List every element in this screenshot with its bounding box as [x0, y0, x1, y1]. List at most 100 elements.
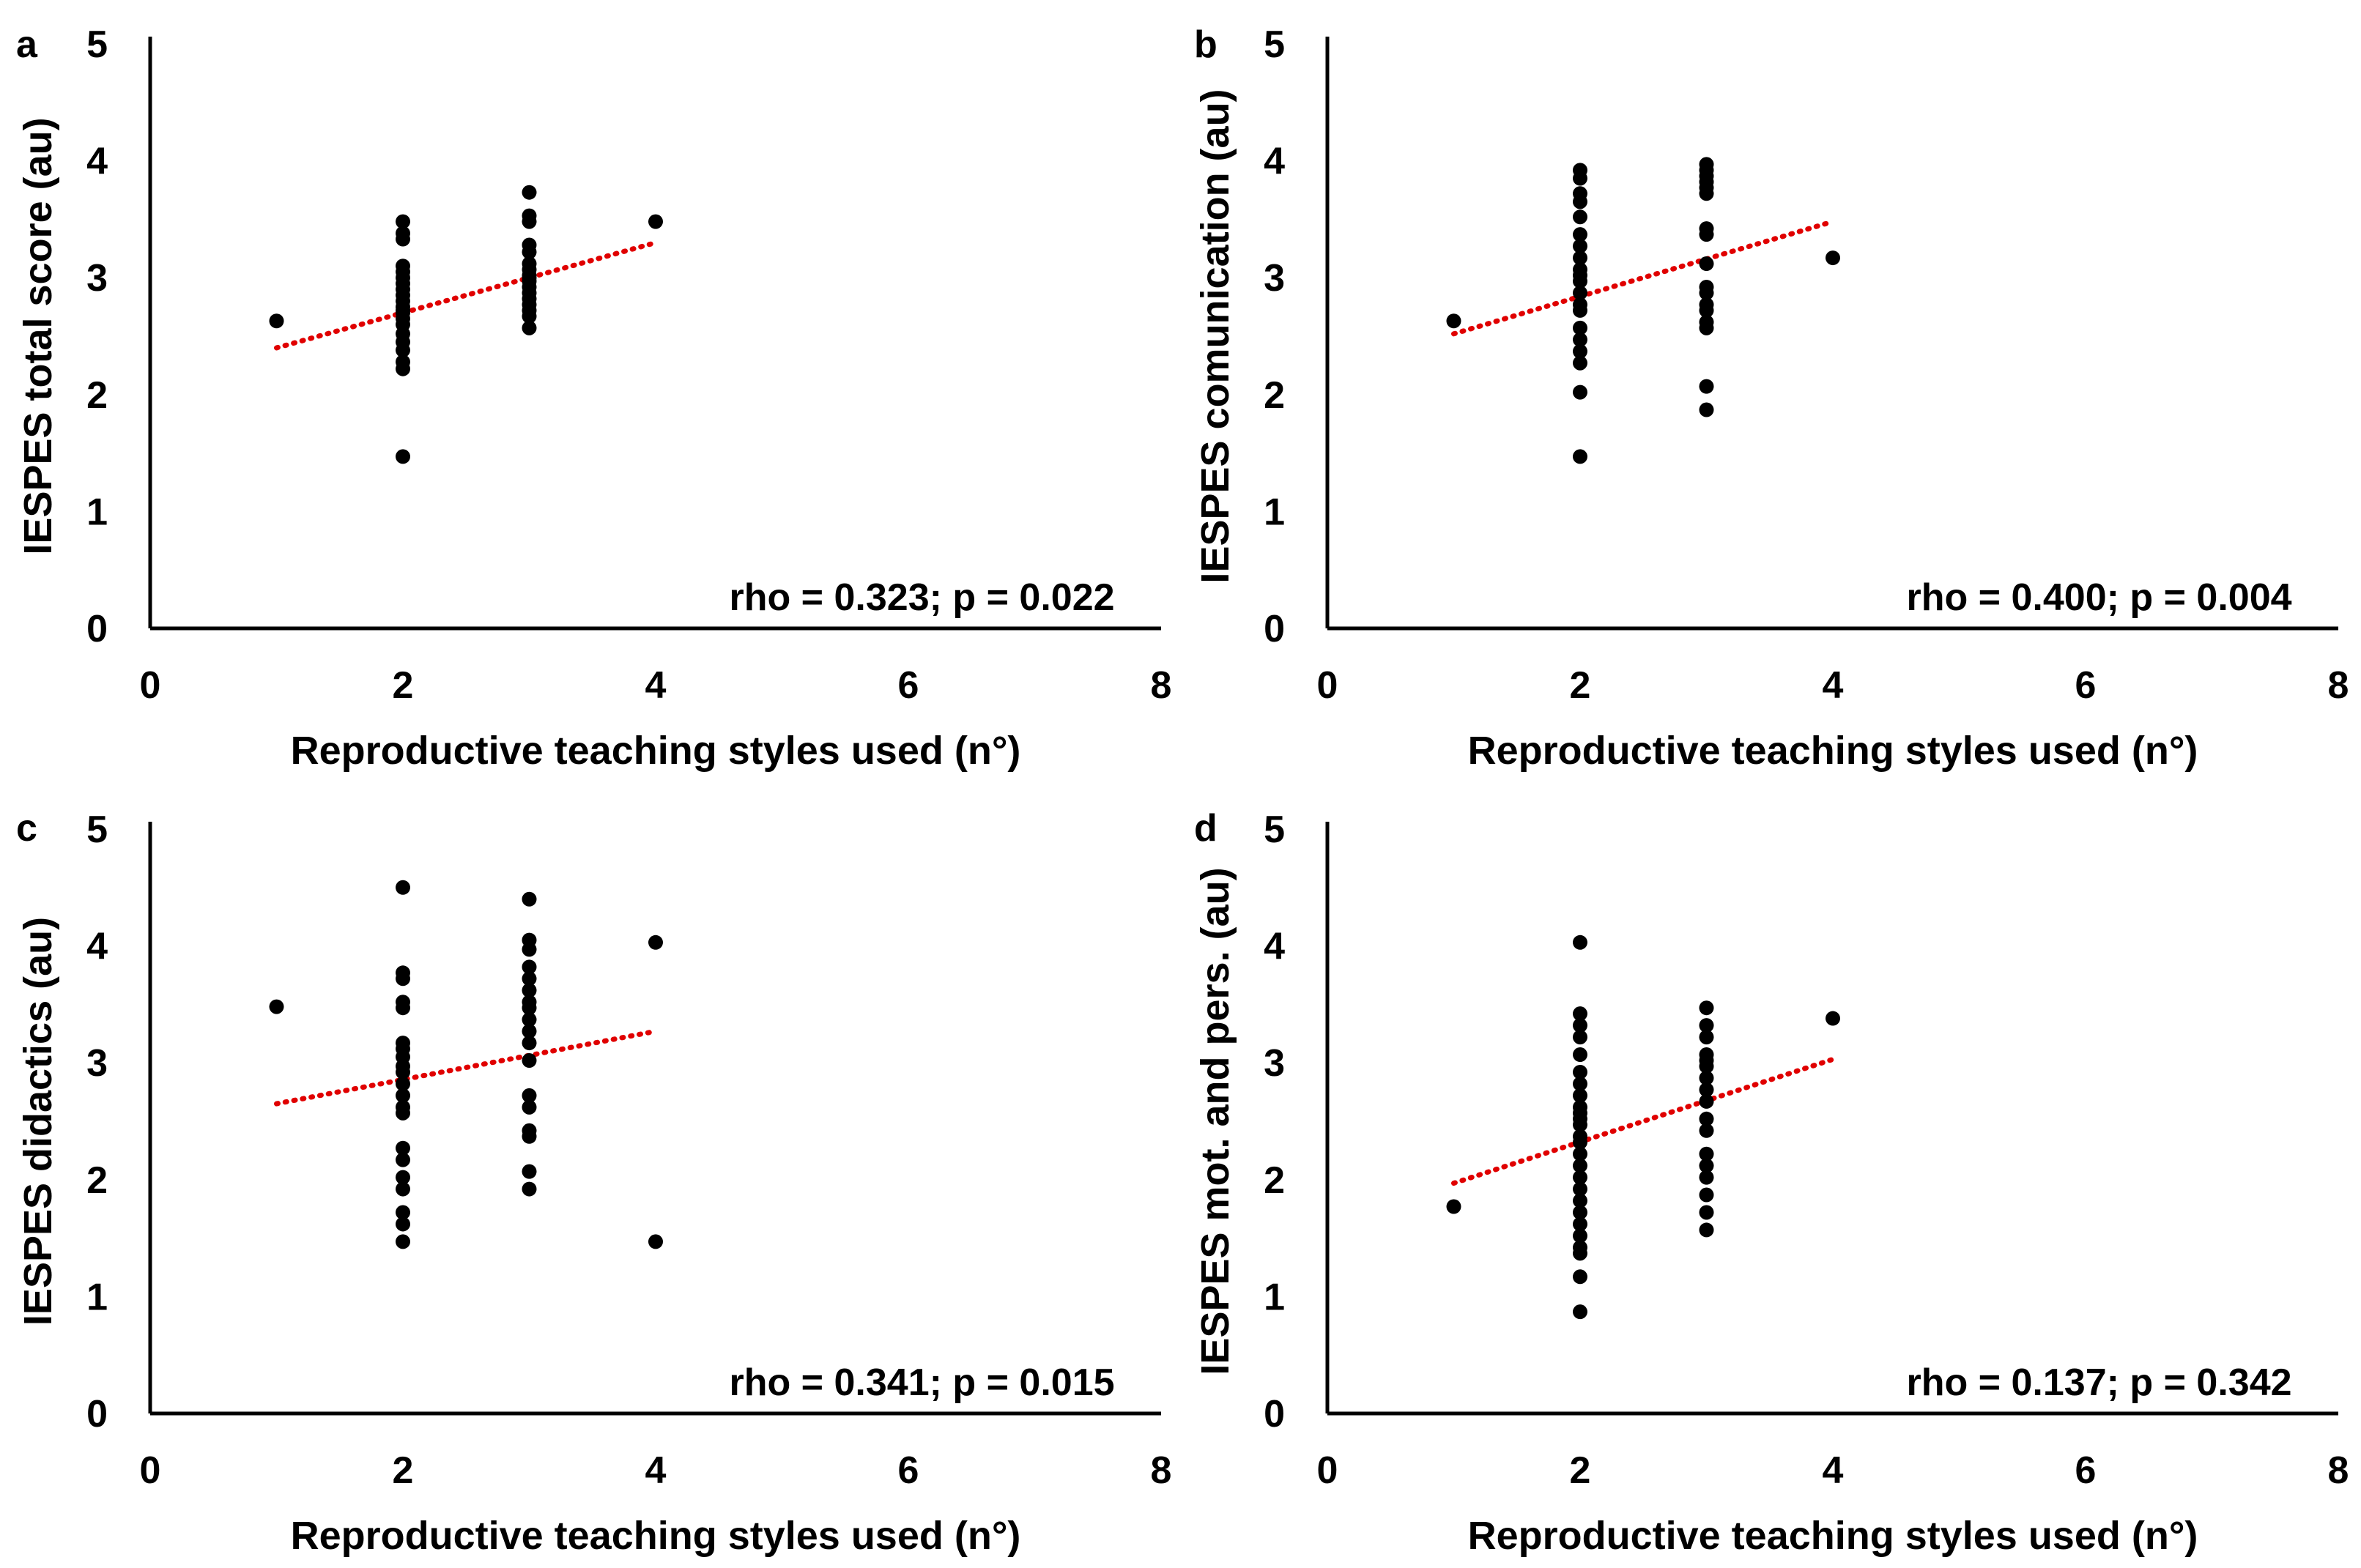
data-point: [522, 214, 537, 229]
data-point: [396, 343, 410, 358]
y-tick-label: 0: [86, 608, 108, 650]
y-tick-label: 2: [86, 374, 108, 417]
data-point: [1573, 302, 1587, 318]
y-axis-title: IESPES comunication (au): [1193, 89, 1237, 583]
data-point: [396, 1152, 410, 1167]
y-tick-label: 0: [1264, 608, 1285, 650]
data-point: [1573, 1064, 1587, 1080]
data-point: [1699, 227, 1714, 242]
data-point: [522, 320, 537, 335]
y-axis-title: IESPES didactics (au): [16, 917, 60, 1326]
x-tick-label: 4: [645, 664, 667, 707]
data-point: [396, 361, 410, 376]
x-axis-title: Reproductive teaching styles used (n°): [1468, 729, 2198, 773]
x-tick-label: 8: [2328, 664, 2349, 707]
x-tick-label: 8: [1151, 664, 1172, 707]
data-point: [522, 1099, 537, 1115]
data-point: [1573, 1170, 1587, 1185]
x-tick-label: 6: [2075, 664, 2097, 707]
data-point: [1699, 186, 1714, 201]
y-tick-label: 4: [86, 926, 108, 968]
data-point: [1573, 1134, 1587, 1150]
data-point: [1699, 1018, 1714, 1033]
data-point: [1573, 1269, 1587, 1285]
y-tick-label: 3: [86, 257, 108, 300]
x-tick-label: 4: [1823, 1449, 1844, 1492]
data-point: [1573, 1205, 1587, 1220]
data-point: [1573, 1111, 1587, 1126]
data-point: [1826, 250, 1840, 266]
data-point: [522, 1164, 537, 1179]
data-point: [522, 1012, 537, 1028]
panel-label: b: [1194, 23, 1217, 66]
data-point: [1573, 1216, 1587, 1232]
data-point: [1573, 285, 1587, 300]
y-tick-label: 2: [1264, 374, 1285, 417]
data-point: [522, 942, 537, 957]
data-point: [522, 1024, 537, 1039]
y-tick-label: 3: [1264, 1042, 1285, 1085]
x-tick-label: 8: [2328, 1449, 2349, 1492]
x-axis-title: Reproductive teaching styles used (n°): [291, 1514, 1021, 1558]
data-point: [396, 1064, 410, 1080]
data-point: [1699, 1170, 1714, 1185]
data-point: [1699, 1158, 1714, 1173]
data-point: [648, 935, 663, 950]
data-point: [522, 1129, 537, 1144]
y-tick-label: 5: [1264, 809, 1285, 851]
data-point: [522, 891, 537, 907]
panel-c: c IESPES didactics (au) Reproductive tea…: [16, 807, 1171, 1558]
correlation-annotation: rho = 0.323; p = 0.022: [729, 576, 1114, 619]
data-point: [522, 1053, 537, 1069]
trend-line: [1451, 1056, 1836, 1186]
x-tick-label: 2: [1570, 1449, 1591, 1492]
y-tick-label: 1: [1264, 1276, 1285, 1318]
data-point: [522, 1181, 537, 1197]
data-point: [396, 449, 410, 464]
data-point: [1573, 449, 1587, 464]
data-point: [396, 1216, 410, 1232]
data-point: [1699, 302, 1714, 318]
correlation-annotation: rho = 0.400; p = 0.004: [1906, 576, 2291, 619]
y-tick-label: 2: [86, 1159, 108, 1202]
correlation-annotation: rho = 0.341; p = 0.015: [729, 1361, 1114, 1404]
x-tick-label: 6: [898, 664, 919, 707]
data-point: [1699, 1222, 1714, 1238]
data-point: [1699, 1187, 1714, 1203]
data-point: [1699, 1123, 1714, 1138]
data-point: [1699, 1205, 1714, 1220]
x-tick-label: 2: [1570, 664, 1591, 707]
data-point: [1573, 209, 1587, 225]
data-point: [1699, 1053, 1714, 1069]
data-point: [396, 1076, 410, 1091]
y-tick-label: 4: [1264, 141, 1285, 183]
data-point: [1573, 384, 1587, 400]
y-tick-label: 1: [1264, 491, 1285, 533]
data-point: [1699, 1146, 1714, 1162]
data-point: [396, 1140, 410, 1156]
data-point: [396, 1000, 410, 1016]
y-tick-label: 5: [86, 23, 108, 66]
x-tick-label: 0: [1317, 664, 1338, 707]
data-point: [1573, 273, 1587, 289]
data-point: [1573, 1228, 1587, 1244]
y-tick-label: 4: [86, 141, 108, 183]
data-point: [1573, 1158, 1587, 1173]
y-tick-label: 0: [1264, 1393, 1285, 1435]
data-point: [1699, 1093, 1714, 1109]
data-point: [396, 1088, 410, 1103]
data-point: [1699, 379, 1714, 394]
data-point: [396, 1234, 410, 1249]
trend-line: [274, 1028, 659, 1107]
data-point: [1573, 1047, 1587, 1063]
data-point: [1573, 171, 1587, 186]
data-point: [396, 880, 410, 895]
y-axis-title: IESPES mot. and pers. (au): [1193, 867, 1237, 1375]
x-tick-label: 6: [2075, 1449, 2097, 1492]
x-tick-label: 6: [898, 1449, 919, 1492]
data-point: [1826, 1011, 1840, 1026]
data-point: [1699, 1111, 1714, 1126]
y-tick-label: 0: [86, 1393, 108, 1435]
data-point: [1573, 343, 1587, 359]
data-point: [1573, 1246, 1587, 1261]
